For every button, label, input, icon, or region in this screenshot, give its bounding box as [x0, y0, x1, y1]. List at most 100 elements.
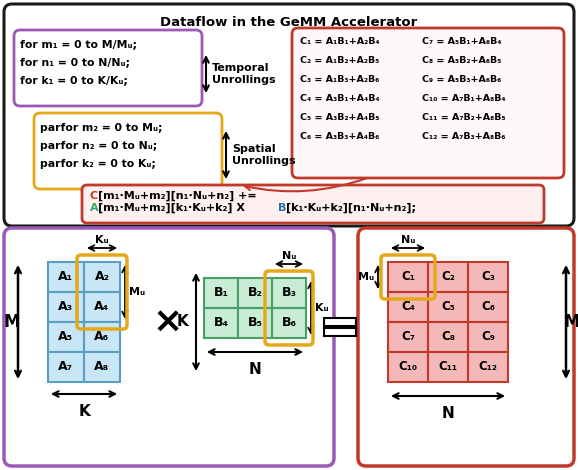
Text: Mᵤ: Mᵤ: [358, 272, 374, 282]
Bar: [468, 262, 508, 292]
Text: C₅ = A₃B₂+A₄B₅: C₅ = A₃B₂+A₄B₅: [300, 113, 380, 122]
Text: parfor k₂ = 0 to Kᵤ;: parfor k₂ = 0 to Kᵤ;: [40, 159, 156, 169]
Text: [m₁·Mᵤ+m₂][k₁·Kᵤ+k₂] X: [m₁·Mᵤ+m₂][k₁·Kᵤ+k₂] X: [98, 203, 249, 213]
Text: Nᵤ: Nᵤ: [282, 251, 296, 261]
Bar: [428, 322, 468, 352]
Bar: [428, 292, 468, 322]
Text: Mᵤ: Mᵤ: [129, 287, 145, 297]
Bar: [48, 322, 84, 352]
Text: Temporal
Unrollings: Temporal Unrollings: [212, 63, 276, 85]
Bar: [468, 322, 508, 352]
Bar: [428, 352, 468, 382]
FancyBboxPatch shape: [14, 30, 202, 106]
Text: for m₁ = 0 to M/Mᵤ;: for m₁ = 0 to M/Mᵤ;: [20, 40, 137, 50]
Bar: [468, 292, 508, 322]
Text: C₆ = A₃B₃+A₄B₆: C₆ = A₃B₃+A₄B₆: [300, 132, 379, 141]
Text: B₂: B₂: [247, 287, 262, 299]
Bar: [48, 352, 84, 382]
Text: C₇ = A₅B₁+A₆B₄: C₇ = A₅B₁+A₆B₄: [422, 37, 502, 46]
Bar: [48, 262, 84, 292]
Text: parfor m₂ = 0 to Mᵤ;: parfor m₂ = 0 to Mᵤ;: [40, 123, 162, 133]
Text: C₅: C₅: [441, 300, 455, 313]
Text: A₇: A₇: [58, 360, 73, 374]
Bar: [388, 292, 428, 322]
Text: ×: ×: [153, 305, 183, 339]
Bar: [428, 262, 468, 292]
Bar: [468, 352, 508, 382]
Text: B: B: [278, 203, 286, 213]
Text: A₈: A₈: [94, 360, 110, 374]
Text: C₁: C₁: [401, 271, 415, 283]
Text: B₆: B₆: [281, 316, 297, 329]
Text: for k₁ = 0 to K/Kᵤ;: for k₁ = 0 to K/Kᵤ;: [20, 76, 128, 86]
Text: C₉ = A₅B₃+A₆B₆: C₉ = A₅B₃+A₆B₆: [422, 75, 501, 84]
Text: C₈: C₈: [441, 330, 455, 344]
Text: A: A: [90, 203, 99, 213]
Text: B₁: B₁: [213, 287, 228, 299]
FancyBboxPatch shape: [4, 4, 574, 226]
Bar: [84, 352, 120, 382]
Text: C₁₀ = A₇B₁+A₈B₄: C₁₀ = A₇B₁+A₈B₄: [422, 94, 506, 103]
Text: Nᵤ: Nᵤ: [401, 235, 415, 245]
Text: C₄ = A₃B₁+A₄B₄: C₄ = A₃B₁+A₄B₄: [300, 94, 380, 103]
Text: K: K: [176, 314, 188, 329]
Text: C₃: C₃: [481, 271, 495, 283]
Text: C₁ = A₁B₁+A₂B₄: C₁ = A₁B₁+A₂B₄: [300, 37, 380, 46]
Text: C₈ = A₅B₂+A₆B₅: C₈ = A₅B₂+A₆B₅: [422, 56, 501, 65]
Bar: [84, 292, 120, 322]
Text: C₂ = A₁B₂+A₂B₅: C₂ = A₁B₂+A₂B₅: [300, 56, 379, 65]
Bar: [204, 308, 238, 338]
Text: Spatial
Unrollings: Spatial Unrollings: [232, 144, 295, 166]
Text: A₆: A₆: [94, 330, 110, 344]
Text: C₁₁ = A₇B₂+A₈B₅: C₁₁ = A₇B₂+A₈B₅: [422, 113, 506, 122]
Text: C₃ = A₁B₃+A₂B₆: C₃ = A₁B₃+A₂B₆: [300, 75, 379, 84]
Bar: [238, 278, 272, 308]
Text: C₁₂ = A₇B₃+A₈B₆: C₁₂ = A₇B₃+A₈B₆: [422, 132, 505, 141]
FancyBboxPatch shape: [82, 185, 544, 223]
Text: [m₁·Mᵤ+m₂][n₁·Nᵤ+n₂] +=: [m₁·Mᵤ+m₂][n₁·Nᵤ+n₂] +=: [98, 191, 257, 201]
Bar: [48, 292, 84, 322]
Text: A₁: A₁: [58, 271, 73, 283]
Text: Kᵤ: Kᵤ: [315, 303, 329, 313]
Bar: [272, 308, 306, 338]
Text: A₃: A₃: [58, 300, 73, 313]
Text: C₂: C₂: [441, 271, 455, 283]
Text: C₄: C₄: [401, 300, 415, 313]
Bar: [84, 262, 120, 292]
Text: Kᵤ: Kᵤ: [95, 235, 109, 245]
FancyBboxPatch shape: [34, 113, 222, 189]
Text: C₁₁: C₁₁: [439, 360, 458, 374]
Text: M: M: [3, 313, 20, 331]
Bar: [324, 328, 356, 336]
FancyBboxPatch shape: [358, 228, 574, 466]
Text: A₂: A₂: [94, 271, 109, 283]
Text: C₇: C₇: [401, 330, 415, 344]
Bar: [272, 278, 306, 308]
Text: C₆: C₆: [481, 300, 495, 313]
Bar: [84, 322, 120, 352]
Text: C: C: [90, 191, 98, 201]
Text: K: K: [78, 404, 90, 419]
Text: A₅: A₅: [58, 330, 73, 344]
Bar: [388, 262, 428, 292]
Text: C₁₂: C₁₂: [479, 360, 498, 374]
Text: [k₁·Kᵤ+k₂][n₁·Nᵤ+n₂];: [k₁·Kᵤ+k₂][n₁·Nᵤ+n₂];: [286, 203, 416, 213]
Bar: [388, 352, 428, 382]
Text: parfor n₂ = 0 to Nᵤ;: parfor n₂ = 0 to Nᵤ;: [40, 141, 157, 151]
Text: for n₁ = 0 to N/Nᵤ;: for n₁ = 0 to N/Nᵤ;: [20, 58, 130, 68]
Bar: [324, 318, 356, 326]
Text: N: N: [442, 406, 454, 421]
Bar: [388, 322, 428, 352]
Text: C₁₀: C₁₀: [398, 360, 417, 374]
Text: B₄: B₄: [213, 316, 228, 329]
Bar: [204, 278, 238, 308]
FancyBboxPatch shape: [292, 28, 564, 178]
Text: A₄: A₄: [94, 300, 110, 313]
Text: Dataflow in the GeMM Accelerator: Dataflow in the GeMM Accelerator: [160, 16, 418, 29]
Text: C₉: C₉: [481, 330, 495, 344]
FancyBboxPatch shape: [4, 228, 334, 466]
Text: B₅: B₅: [247, 316, 262, 329]
Text: N: N: [249, 362, 261, 377]
Bar: [238, 308, 272, 338]
Text: B₃: B₃: [281, 287, 297, 299]
